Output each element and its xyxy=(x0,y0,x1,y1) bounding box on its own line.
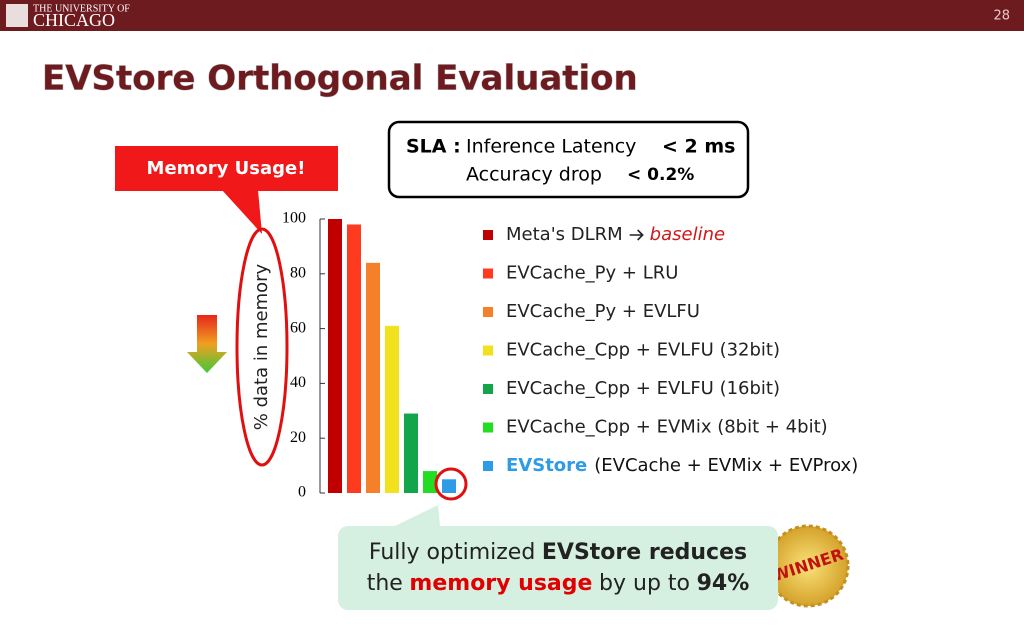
logo-shield xyxy=(6,4,28,27)
university: CHICAGO xyxy=(33,10,115,30)
takeaway-text: EVStore reduces xyxy=(541,540,748,565)
bar xyxy=(328,219,342,493)
takeaway-line: the memory usage by up to 94% xyxy=(367,568,750,599)
sla-text: Accuracy drop xyxy=(466,164,602,186)
y-tick-label: 100 xyxy=(282,210,306,227)
page-number: 28 xyxy=(993,9,1010,24)
bar xyxy=(404,413,418,493)
legend-label: EVCache_Cpp + EVLFU (16bit) xyxy=(506,378,780,399)
sla-limit: < 2 ms xyxy=(662,136,735,158)
bar xyxy=(442,479,456,493)
down-arrow xyxy=(187,315,227,373)
y-tick-label: 80 xyxy=(290,264,306,281)
takeaway-text: Fully optimized xyxy=(368,540,536,565)
highlight-ellipse xyxy=(235,227,289,467)
takeaway-pointer xyxy=(395,505,440,526)
sla-box xyxy=(387,120,750,199)
legend-note: (EVCache + EVMix + EVProx) xyxy=(594,455,858,476)
bar xyxy=(385,325,399,493)
legend-swatch xyxy=(483,307,493,317)
sla-limit: < 0.2% xyxy=(627,165,694,185)
legend-swatch xyxy=(483,384,493,394)
legend-label: EVCache_Cpp + EVMix (8bit + 4bit) xyxy=(506,417,828,438)
bar xyxy=(366,262,380,493)
bar xyxy=(347,224,361,494)
callout-pointer xyxy=(222,190,262,234)
highlight-circle xyxy=(434,467,468,501)
y-tick-label: 0 xyxy=(298,484,306,501)
legend-note: baseline xyxy=(650,224,725,245)
y-tick-label: 20 xyxy=(290,429,306,446)
y-tick-label: 40 xyxy=(290,374,306,391)
takeaway-line: Fully optimized EVStore reduces xyxy=(369,537,747,568)
legend-swatch xyxy=(483,422,493,433)
header-bar xyxy=(0,0,1024,31)
legend-label: Meta's DLRM xyxy=(506,224,623,245)
legend-label: EVCache_Py + EVLFU xyxy=(506,301,700,322)
sla-text: Inference Latency xyxy=(466,136,636,158)
legend-arrow xyxy=(629,229,644,241)
legend-label: EVStore xyxy=(506,455,587,476)
takeaway-text: the xyxy=(366,571,403,596)
takeaway-text: 94% xyxy=(696,571,750,596)
callout: Memory Usage! xyxy=(147,158,306,179)
callout-box xyxy=(115,146,338,191)
winner-badge xyxy=(766,524,850,608)
slide-title: EVStore Orthogonal Evaluation xyxy=(42,59,638,99)
sla-label: SLA : xyxy=(406,136,461,158)
legend-swatch xyxy=(483,268,493,279)
university: THE UNIVERSITY OF xyxy=(33,3,130,14)
legend-label: EVCache_Py + LRU xyxy=(506,263,678,284)
legend-swatch xyxy=(483,345,493,356)
takeaway-box: Fully optimized EVStore reduces the memory … xyxy=(338,526,778,610)
y-tick-label: 60 xyxy=(290,319,306,336)
bar xyxy=(423,471,437,493)
legend-label: EVCache_Cpp + EVLFU (32bit) xyxy=(506,340,780,361)
legend-swatch xyxy=(483,230,493,240)
legend-swatch xyxy=(483,461,493,471)
takeaway-text: memory usage xyxy=(409,571,593,596)
y-axis-label: % data in memory xyxy=(251,263,272,430)
takeaway-text: by up to xyxy=(599,571,690,596)
